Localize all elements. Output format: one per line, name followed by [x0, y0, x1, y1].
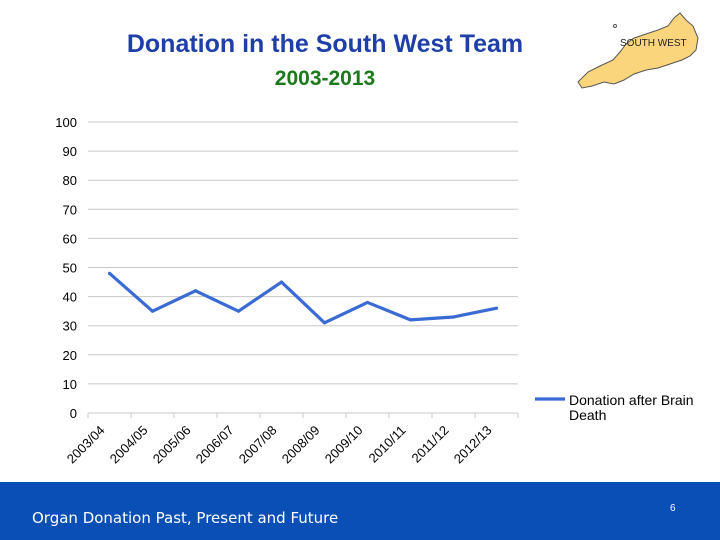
data-point: [451, 315, 456, 319]
map-label: SOUTH WEST: [620, 38, 687, 49]
south-west-map: SOUTH WEST: [553, 8, 718, 98]
y-tick-label: 100: [55, 115, 77, 130]
footer-bar: Organ Donation Past, Present and Future …: [0, 482, 720, 540]
legend-label: Donation after Brain Death: [569, 392, 694, 423]
data-point: [236, 309, 241, 313]
y-tick-label: 70: [63, 202, 77, 217]
x-tick-label: 2007/08: [236, 423, 280, 467]
x-tick-label: 2012/13: [451, 423, 495, 467]
y-tick-label: 10: [63, 377, 77, 392]
series-line: [108, 272, 497, 325]
data-point: [408, 318, 413, 322]
footer-text: Organ Donation Past, Present and Future: [32, 509, 339, 527]
data-point: [365, 300, 370, 305]
y-tick-label: 0: [70, 406, 77, 421]
data-point: [494, 306, 499, 310]
x-tick-label: 2009/10: [322, 423, 366, 467]
south-west-map-shape: [553, 12, 699, 91]
line-chart: 0 10 20 30 40 50 60 70 80 90 100 2003/04 2004/05 2005…: [55, 115, 694, 467]
data-point: [150, 309, 155, 313]
x-tick-label: 2011/12: [408, 423, 451, 466]
x-tick-label: 2010/11: [365, 423, 408, 466]
y-tick-label: 90: [63, 144, 77, 159]
x-tick-label: 2006/07: [193, 423, 237, 467]
y-tick-label: 40: [63, 290, 77, 305]
x-tick-label: 2005/06: [150, 423, 194, 467]
data-point: [107, 271, 112, 275]
x-tick-label: 2004/05: [107, 423, 151, 467]
page-number: 6: [670, 503, 676, 514]
data-point: [322, 321, 327, 325]
y-tick-label: 60: [63, 231, 77, 246]
slide-title: Donation in the South West Team: [126, 30, 524, 58]
y-tick-label: 20: [63, 348, 77, 363]
slide-subtitle: 2003-2013: [274, 67, 376, 90]
y-tick-label: 50: [63, 261, 77, 276]
x-tick-label: 2008/09: [279, 423, 323, 467]
y-tick-label: 80: [63, 173, 77, 188]
data-point: [193, 289, 198, 293]
x-tick-label: 2003/04: [64, 423, 108, 467]
y-tick-label: 30: [63, 319, 77, 334]
data-point: [279, 280, 284, 284]
